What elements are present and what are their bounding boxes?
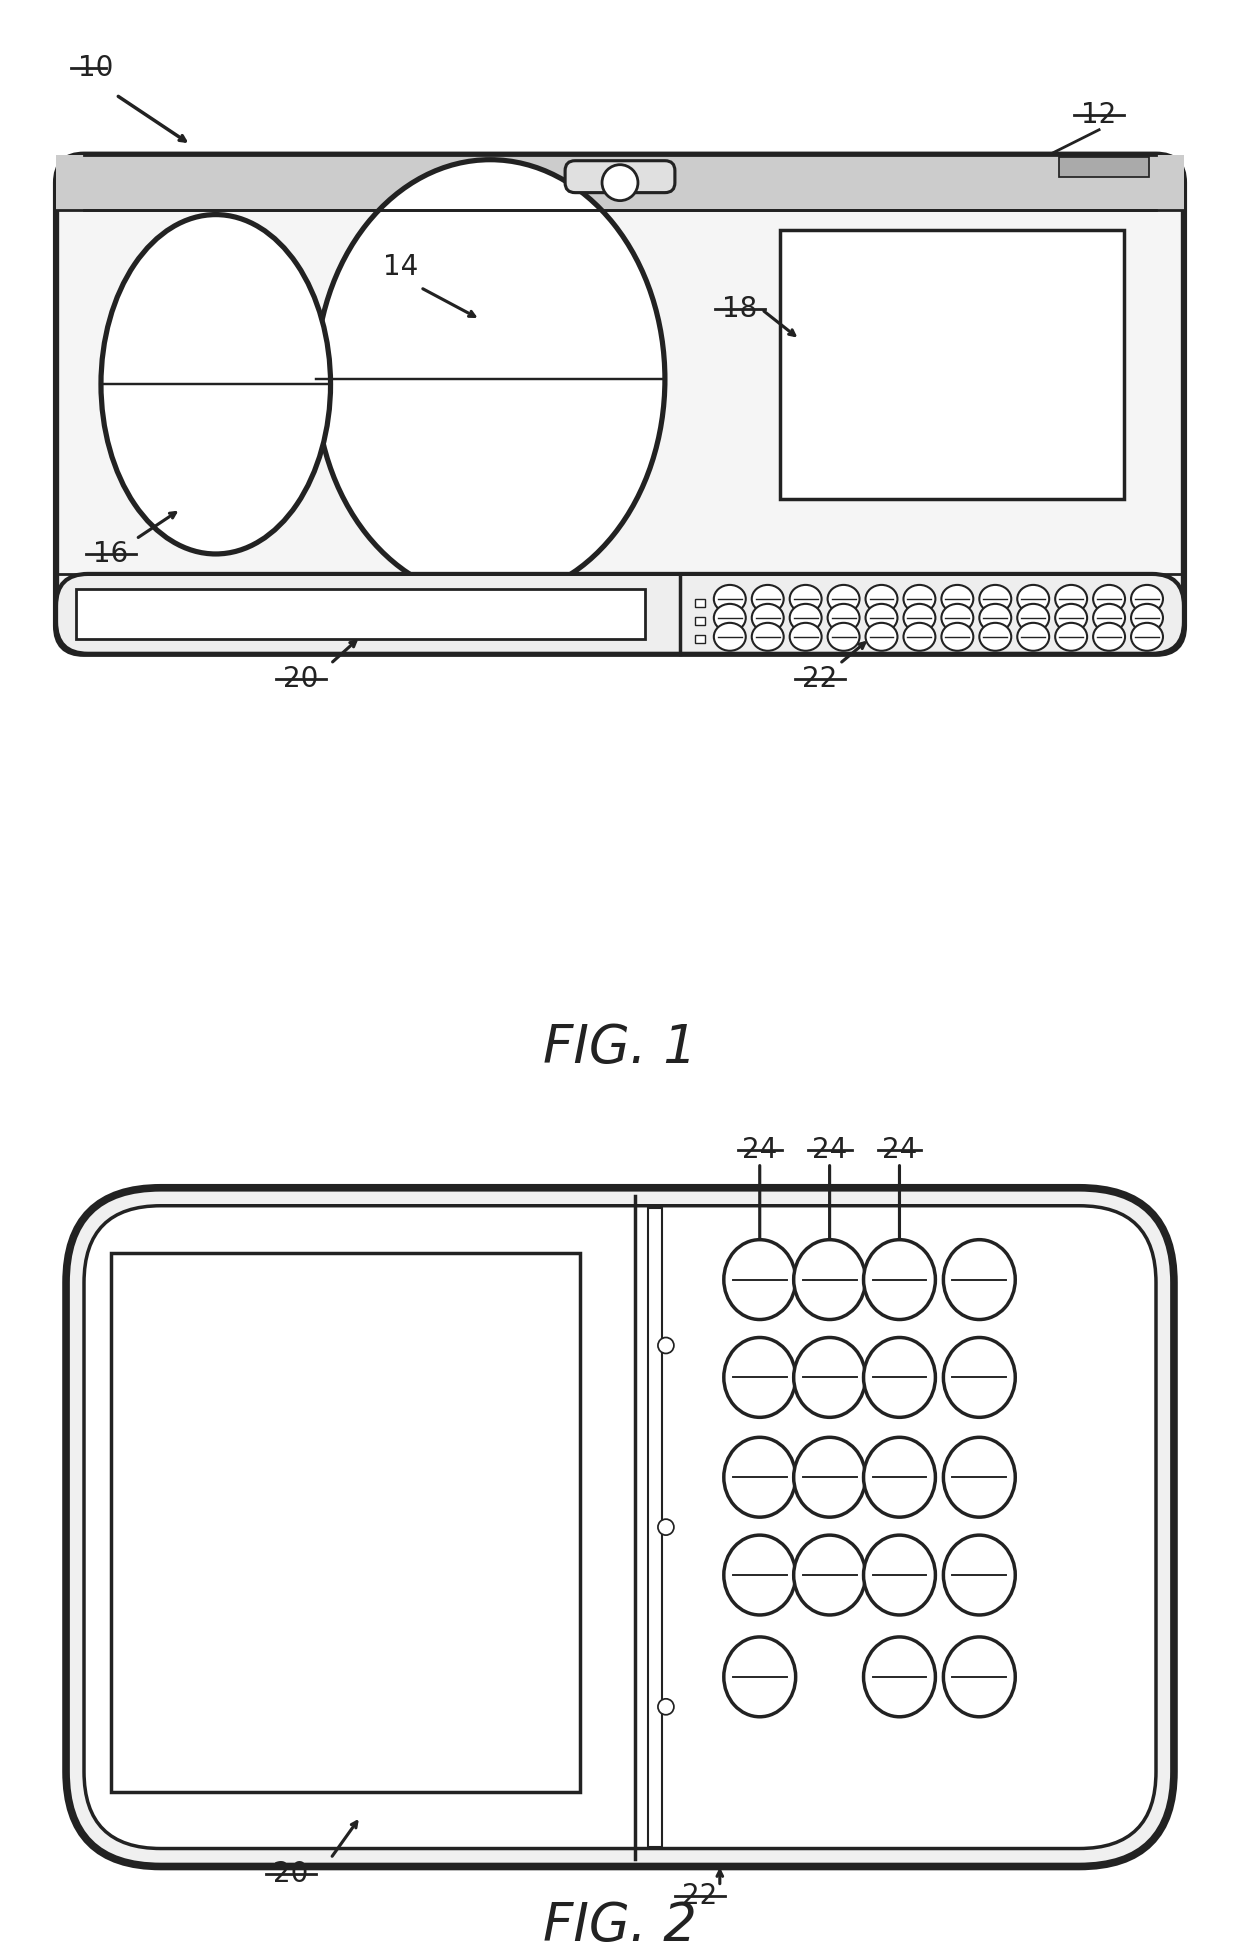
Text: 16: 16 <box>93 541 129 568</box>
Ellipse shape <box>1094 623 1125 650</box>
Ellipse shape <box>827 603 859 633</box>
Ellipse shape <box>1094 586 1125 613</box>
Ellipse shape <box>724 1536 796 1614</box>
Ellipse shape <box>790 586 822 613</box>
Ellipse shape <box>794 1536 866 1614</box>
Ellipse shape <box>1055 623 1087 650</box>
Circle shape <box>658 1698 673 1714</box>
Ellipse shape <box>794 1438 866 1516</box>
Bar <box>56 155 1184 210</box>
Ellipse shape <box>866 603 898 633</box>
Text: FIG. 2: FIG. 2 <box>543 1900 697 1953</box>
Ellipse shape <box>1131 586 1163 613</box>
FancyBboxPatch shape <box>56 155 1184 654</box>
Text: 24: 24 <box>882 1136 918 1164</box>
Ellipse shape <box>794 1338 866 1418</box>
Text: 24: 24 <box>742 1136 777 1164</box>
Ellipse shape <box>941 623 973 650</box>
Ellipse shape <box>866 623 898 650</box>
Ellipse shape <box>1055 586 1087 613</box>
Text: FIG. 1: FIG. 1 <box>543 1023 697 1074</box>
Text: 22: 22 <box>802 664 837 693</box>
Text: 20: 20 <box>283 664 319 693</box>
Ellipse shape <box>790 603 822 633</box>
Ellipse shape <box>724 1438 796 1516</box>
Ellipse shape <box>904 603 935 633</box>
Ellipse shape <box>724 1638 796 1716</box>
Ellipse shape <box>751 603 784 633</box>
Ellipse shape <box>724 1338 796 1418</box>
Ellipse shape <box>941 586 973 613</box>
Ellipse shape <box>944 1638 1016 1716</box>
Circle shape <box>603 165 637 200</box>
Text: 20: 20 <box>273 1861 309 1888</box>
Bar <box>694 635 704 643</box>
Ellipse shape <box>944 1536 1016 1614</box>
Ellipse shape <box>904 623 935 650</box>
FancyBboxPatch shape <box>84 1205 1156 1849</box>
Circle shape <box>658 1338 673 1354</box>
Ellipse shape <box>1017 623 1049 650</box>
Ellipse shape <box>980 623 1012 650</box>
Bar <box>649 1209 662 1847</box>
Ellipse shape <box>100 215 331 554</box>
Bar <box>110 1252 580 1792</box>
Ellipse shape <box>1131 603 1163 633</box>
Bar <box>694 617 704 625</box>
Ellipse shape <box>714 603 745 633</box>
Ellipse shape <box>1094 603 1125 633</box>
Bar <box>694 599 704 607</box>
Ellipse shape <box>863 1536 935 1614</box>
Text: 18: 18 <box>722 296 758 323</box>
Text: 10: 10 <box>78 55 114 82</box>
Ellipse shape <box>863 1438 935 1516</box>
Text: 12: 12 <box>1081 100 1117 129</box>
Ellipse shape <box>863 1240 935 1320</box>
Ellipse shape <box>714 623 745 650</box>
Bar <box>1059 157 1149 176</box>
Circle shape <box>658 1518 673 1536</box>
Ellipse shape <box>794 1240 866 1320</box>
Ellipse shape <box>941 603 973 633</box>
Ellipse shape <box>904 586 935 613</box>
Text: 24: 24 <box>812 1136 847 1164</box>
Ellipse shape <box>751 586 784 613</box>
FancyBboxPatch shape <box>565 161 675 192</box>
Ellipse shape <box>724 1240 796 1320</box>
Ellipse shape <box>944 1240 1016 1320</box>
Text: 14: 14 <box>383 253 418 282</box>
Ellipse shape <box>944 1338 1016 1418</box>
Bar <box>76 590 645 639</box>
Ellipse shape <box>980 586 1012 613</box>
Ellipse shape <box>315 161 665 599</box>
Ellipse shape <box>980 603 1012 633</box>
FancyBboxPatch shape <box>56 574 1184 654</box>
Ellipse shape <box>1131 623 1163 650</box>
Text: 22: 22 <box>682 1883 718 1910</box>
FancyBboxPatch shape <box>66 1187 1174 1867</box>
Ellipse shape <box>944 1438 1016 1516</box>
Ellipse shape <box>827 586 859 613</box>
Ellipse shape <box>751 623 784 650</box>
Bar <box>780 229 1123 500</box>
Ellipse shape <box>866 586 898 613</box>
Ellipse shape <box>863 1338 935 1418</box>
Ellipse shape <box>1055 603 1087 633</box>
Ellipse shape <box>863 1638 935 1716</box>
Ellipse shape <box>790 623 822 650</box>
Ellipse shape <box>714 586 745 613</box>
Ellipse shape <box>1017 603 1049 633</box>
Ellipse shape <box>1017 586 1049 613</box>
Ellipse shape <box>827 623 859 650</box>
